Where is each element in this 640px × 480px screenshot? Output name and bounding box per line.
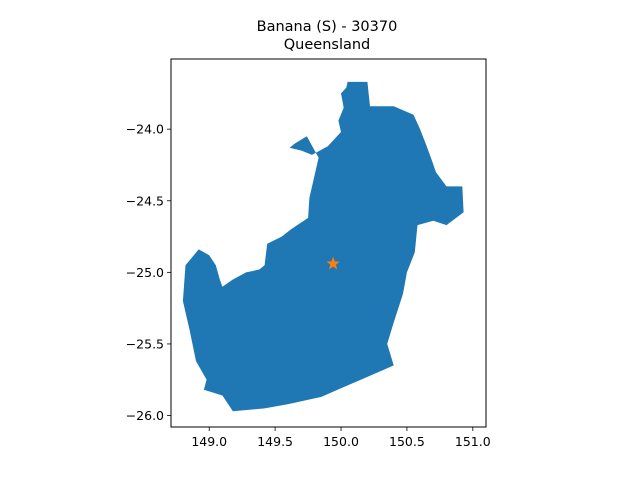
y-tick-label: −24.5	[126, 193, 164, 208]
map-title-line1: Banana (S) - 30370	[257, 19, 398, 35]
y-tick-label: −25.5	[126, 336, 164, 351]
marker-layer	[326, 256, 340, 270]
map-title-line2: Queensland	[284, 37, 371, 53]
axes-frame	[170, 58, 487, 428]
y-axis: −24.0 −24.5 −25.0 −25.5 −26.0	[126, 122, 171, 423]
x-tick-label: 150.0	[323, 434, 359, 449]
x-tick-label: 150.5	[389, 434, 425, 449]
x-tick-label: 151.0	[455, 434, 491, 449]
region-polygon	[182, 81, 464, 412]
y-tick-label: −25.0	[126, 265, 164, 280]
x-tick-label: 149.0	[191, 434, 227, 449]
x-axis: 149.0 149.5 150.0 150.5 151.0	[191, 427, 491, 449]
y-tick-label: −24.0	[126, 122, 164, 137]
location-star-marker	[326, 256, 340, 270]
x-tick-label: 149.5	[257, 434, 293, 449]
y-tick-label: −26.0	[126, 408, 164, 423]
plot-area	[182, 81, 464, 412]
